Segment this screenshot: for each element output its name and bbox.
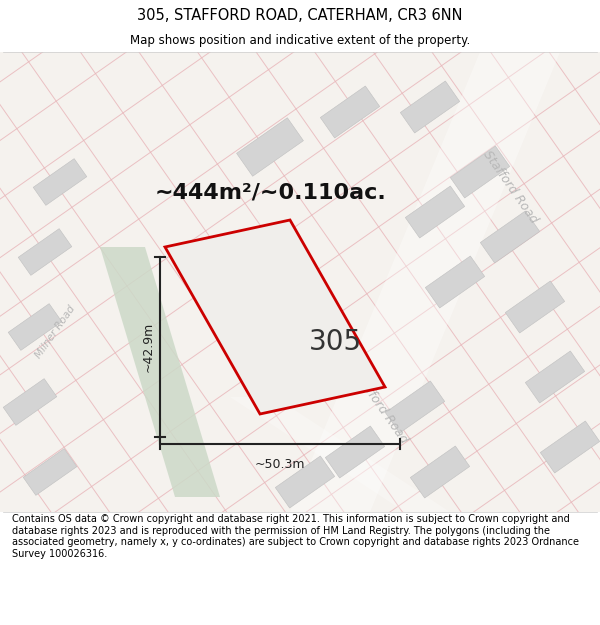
Text: ~50.3m: ~50.3m <box>255 458 305 471</box>
Text: Map shows position and indicative extent of the property.: Map shows position and indicative extent… <box>130 34 470 47</box>
Polygon shape <box>425 256 485 308</box>
Text: Milner Road: Milner Road <box>33 304 77 360</box>
Polygon shape <box>236 118 304 176</box>
Polygon shape <box>33 159 87 206</box>
Polygon shape <box>505 281 565 333</box>
Polygon shape <box>230 397 450 512</box>
Polygon shape <box>481 211 539 263</box>
Polygon shape <box>400 81 460 133</box>
Polygon shape <box>541 421 599 473</box>
Polygon shape <box>410 446 470 498</box>
Polygon shape <box>451 146 509 198</box>
Polygon shape <box>18 229 72 276</box>
Text: 305, STAFFORD ROAD, CATERHAM, CR3 6NN: 305, STAFFORD ROAD, CATERHAM, CR3 6NN <box>137 8 463 23</box>
Text: Contains OS data © Crown copyright and database right 2021. This information is : Contains OS data © Crown copyright and d… <box>12 514 579 559</box>
Polygon shape <box>100 247 220 497</box>
Polygon shape <box>165 220 385 414</box>
Polygon shape <box>320 86 380 138</box>
Polygon shape <box>526 351 584 403</box>
Text: ~42.9m: ~42.9m <box>142 322 155 372</box>
Polygon shape <box>290 52 560 512</box>
Polygon shape <box>3 379 57 426</box>
Text: 305: 305 <box>308 328 362 356</box>
Text: Stafford Road: Stafford Road <box>350 368 410 446</box>
Polygon shape <box>325 426 385 478</box>
Polygon shape <box>275 456 335 508</box>
Text: ~444m²/~0.110ac.: ~444m²/~0.110ac. <box>155 182 387 202</box>
Polygon shape <box>406 186 464 238</box>
Polygon shape <box>8 304 62 351</box>
Text: Stafford Road: Stafford Road <box>480 148 540 226</box>
Polygon shape <box>385 381 445 433</box>
Polygon shape <box>23 449 77 496</box>
